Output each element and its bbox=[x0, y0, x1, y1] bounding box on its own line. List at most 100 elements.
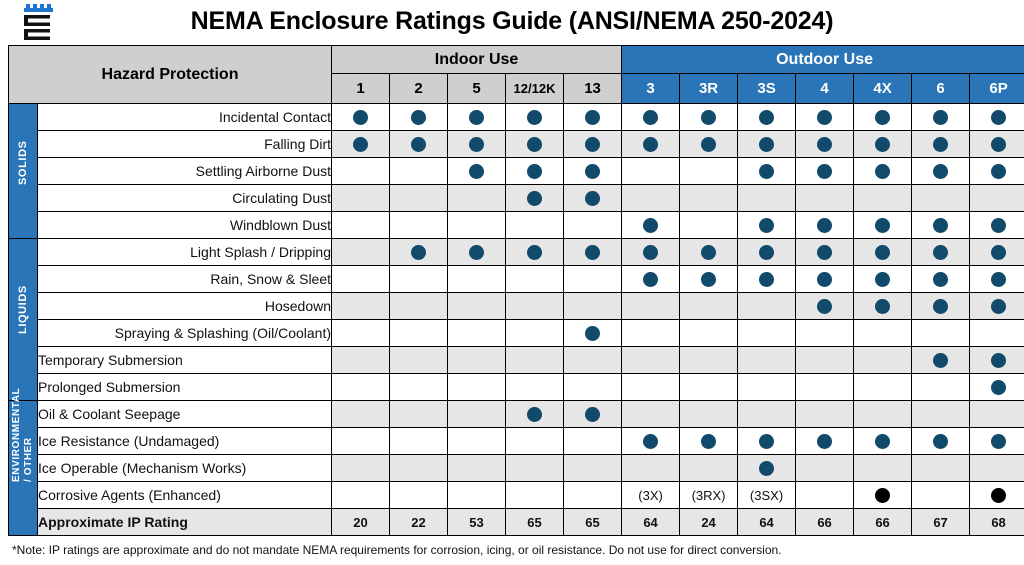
supported-dot-icon bbox=[585, 110, 601, 126]
column-header-13[interactable]: 13 bbox=[563, 73, 623, 104]
column-header-3r[interactable]: 3R bbox=[679, 73, 739, 104]
supported-dot-icon bbox=[585, 164, 601, 180]
cell-3s bbox=[737, 130, 797, 158]
column-header-5[interactable]: 5 bbox=[447, 73, 507, 104]
cell-4x bbox=[853, 103, 913, 131]
supported-dot-icon bbox=[469, 164, 485, 180]
cell-1 bbox=[331, 265, 391, 293]
cell-1 bbox=[331, 400, 391, 428]
cell-3s bbox=[737, 238, 797, 266]
cell-6p: 68 bbox=[969, 508, 1024, 536]
cell-2 bbox=[389, 130, 449, 158]
cell-13 bbox=[563, 400, 623, 428]
supported-dot-icon bbox=[933, 434, 949, 450]
cell-13 bbox=[563, 454, 623, 482]
supported-dot-icon bbox=[701, 245, 717, 261]
table-row: Temporary Submersion bbox=[9, 346, 1024, 374]
cell-6p bbox=[969, 292, 1024, 320]
cell-6p bbox=[969, 211, 1024, 239]
supported-dot-icon bbox=[469, 110, 485, 126]
section-label-text: ENVIRONMENTAL / OTHER bbox=[11, 387, 34, 482]
supported-dot-icon bbox=[411, 110, 427, 126]
supported-dot-icon bbox=[991, 110, 1007, 126]
column-header-4[interactable]: 4 bbox=[795, 73, 855, 104]
supported-dot-icon bbox=[991, 434, 1007, 450]
supported-dot-icon bbox=[991, 353, 1007, 369]
supported-dot-icon bbox=[991, 164, 1007, 180]
cell-4x bbox=[853, 346, 913, 374]
cell-5 bbox=[447, 400, 507, 428]
cell-6 bbox=[911, 265, 971, 293]
supported-dot-icon bbox=[585, 407, 601, 423]
cell-4 bbox=[795, 211, 855, 239]
supported-dot-icon bbox=[991, 299, 1007, 315]
hazard-row-label: Circulating Dust bbox=[36, 184, 333, 212]
cell-5 bbox=[447, 103, 507, 131]
cell-3r bbox=[679, 427, 739, 455]
cell-4x bbox=[853, 184, 913, 212]
column-header-3[interactable]: 3 bbox=[621, 73, 681, 104]
cell-12-12k: 65 bbox=[505, 508, 565, 536]
column-header-4x[interactable]: 4X bbox=[853, 73, 913, 104]
supported-dot-icon bbox=[991, 272, 1007, 288]
supported-dot-icon bbox=[759, 218, 775, 234]
hazard-row-label: Rain, Snow & Sleet bbox=[36, 265, 333, 293]
column-header-2[interactable]: 2 bbox=[389, 73, 449, 104]
hazard-row-label: Ice Operable (Mechanism Works) bbox=[36, 454, 333, 482]
cell-13 bbox=[563, 103, 623, 131]
cell-6 bbox=[911, 292, 971, 320]
cell-12-12k bbox=[505, 427, 565, 455]
cell-3s: 64 bbox=[737, 508, 797, 536]
column-header-3s[interactable]: 3S bbox=[737, 73, 797, 104]
cell-3 bbox=[621, 265, 681, 293]
cell-2 bbox=[389, 427, 449, 455]
supported-dot-icon bbox=[875, 137, 891, 153]
cell-13 bbox=[563, 184, 623, 212]
column-header-12-12k[interactable]: 12/12K bbox=[505, 73, 565, 104]
cell-3s bbox=[737, 427, 797, 455]
supported-dot-icon bbox=[643, 218, 659, 234]
supported-dot-icon bbox=[817, 434, 833, 450]
column-header-6p[interactable]: 6P bbox=[969, 73, 1024, 104]
cell-6p bbox=[969, 184, 1024, 212]
table-row: Rain, Snow & Sleet bbox=[9, 265, 1024, 293]
supported-dot-icon bbox=[527, 191, 543, 207]
cell-1 bbox=[331, 292, 391, 320]
cell-13 bbox=[563, 130, 623, 158]
supported-dot-icon bbox=[643, 245, 659, 261]
supported-dot-icon bbox=[933, 164, 949, 180]
cell-2 bbox=[389, 373, 449, 401]
supported-dot-icon bbox=[817, 137, 833, 153]
cell-12-12k bbox=[505, 130, 565, 158]
supported-dot-icon bbox=[643, 434, 659, 450]
cell-5 bbox=[447, 184, 507, 212]
cell-12-12k bbox=[505, 211, 565, 239]
cell-3r bbox=[679, 373, 739, 401]
supported-dot-icon bbox=[701, 137, 717, 153]
cell-6p bbox=[969, 481, 1024, 509]
footnote: *Note: IP ratings are approximate and do… bbox=[12, 543, 782, 557]
cell-value: 67 bbox=[933, 514, 948, 530]
cell-2 bbox=[389, 103, 449, 131]
cell-value: (3RX) bbox=[691, 487, 726, 503]
supported-dot-icon bbox=[527, 110, 543, 126]
hazard-row-label: Windblown Dust bbox=[36, 211, 333, 239]
supported-dot-icon bbox=[933, 137, 949, 153]
cell-4x: 66 bbox=[853, 508, 913, 536]
supported-dot-icon bbox=[527, 407, 543, 423]
cell-4 bbox=[795, 292, 855, 320]
cell-6 bbox=[911, 157, 971, 185]
cell-3 bbox=[621, 130, 681, 158]
cell-12-12k bbox=[505, 319, 565, 347]
table-row: Hosedown bbox=[9, 292, 1024, 320]
cell-3 bbox=[621, 400, 681, 428]
cell-4x bbox=[853, 238, 913, 266]
cell-3s bbox=[737, 157, 797, 185]
cell-13 bbox=[563, 373, 623, 401]
column-header-6[interactable]: 6 bbox=[911, 73, 971, 104]
cell-5 bbox=[447, 157, 507, 185]
column-header-1[interactable]: 1 bbox=[331, 73, 391, 104]
cell-5 bbox=[447, 454, 507, 482]
enhanced-dot-icon bbox=[875, 488, 891, 504]
cell-12-12k bbox=[505, 265, 565, 293]
